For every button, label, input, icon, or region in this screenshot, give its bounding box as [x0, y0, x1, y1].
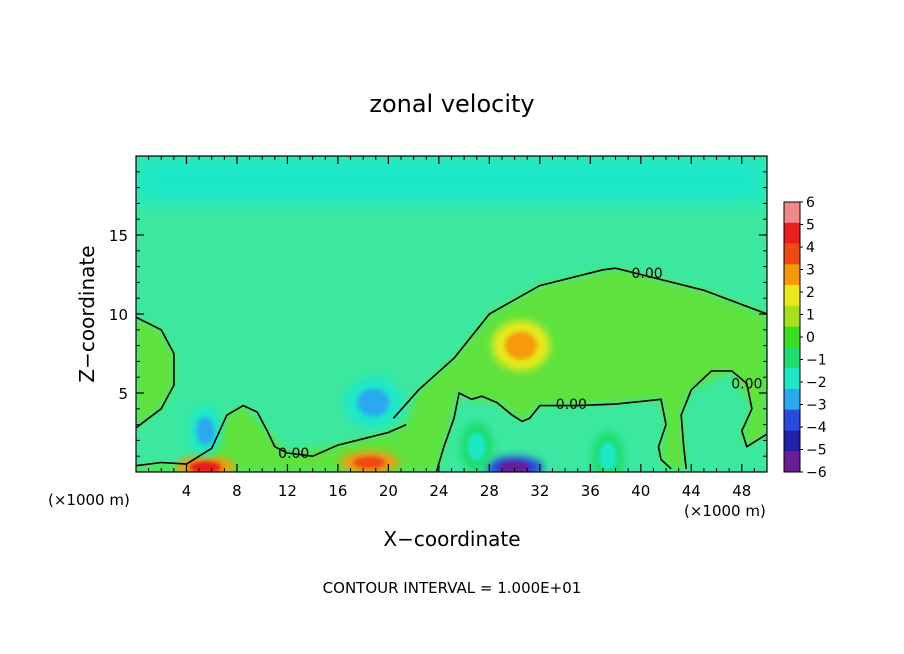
colorbar-swatch [784, 409, 800, 431]
contour-label: 0.00 [632, 266, 663, 282]
zero-contour-line [392, 267, 767, 419]
chart-title: zonal velocity [369, 90, 534, 118]
colorbar-swatch [784, 285, 800, 307]
contour-label: 0.00 [731, 377, 762, 393]
colorbar-tick-label: 3 [806, 263, 815, 279]
colorbar: 6 5 4 3 2 1 0 −1 −2 −3 −4 −5 −6 [783, 195, 827, 481]
x-tick-label: 40 [631, 482, 650, 500]
colorbar-swatch [784, 326, 800, 348]
colorbar-swatch [784, 368, 800, 390]
colorbar-swatch [784, 430, 800, 452]
colorbar-swatch [784, 243, 800, 265]
positive-velocity-region [136, 268, 767, 472]
x-unit-left: (×1000 m) [48, 491, 130, 509]
colorbar-tick-label: −3 [806, 398, 827, 414]
velocity-maximum-core [189, 461, 222, 472]
colorbar-swatch [784, 451, 800, 473]
velocity-maximum-core [504, 331, 537, 360]
y-tick-label: 5 [118, 385, 128, 403]
colorbar-tick-label: −5 [806, 443, 827, 459]
colorbar-tick-label: 0 [806, 330, 815, 346]
y-tick-label: 15 [109, 227, 128, 245]
x-tick-label: 48 [732, 482, 751, 500]
x-axis-label: X−coordinate [383, 527, 520, 551]
x-tick-label: 8 [232, 482, 242, 500]
x-tick-label: 24 [429, 482, 448, 500]
velocity-minimum-core [598, 442, 618, 471]
zero-contours: 0.00 0.00 0.00 0.00 [136, 266, 767, 472]
x-tick-label: 16 [328, 482, 347, 500]
x-tick-label: 32 [530, 482, 549, 500]
zero-contour-line [136, 316, 175, 429]
colorbar-swatch [784, 264, 800, 286]
velocity-minimum-core [467, 432, 486, 461]
velocity-minimum-core [196, 417, 215, 445]
colorbar-tick-label: 2 [806, 285, 815, 301]
velocity-maximum-core [353, 456, 386, 469]
x-unit-right: (×1000 m) [684, 502, 766, 520]
velocity-minimum-core [498, 461, 531, 472]
zero-contour-line [435, 392, 672, 472]
velocity-field [136, 156, 767, 472]
colorbar-tick-label: 6 [806, 195, 815, 211]
y-tick-label: 10 [109, 306, 128, 324]
zero-contour-line [136, 404, 407, 467]
x-tick-label: 28 [480, 482, 499, 500]
zero-contour-line [680, 370, 767, 469]
colorbar-swatch [784, 305, 800, 328]
colorbar-swatch [784, 222, 800, 245]
colorbar-swatch [784, 202, 800, 224]
upper-cyan-band [136, 156, 767, 204]
x-tick-label: 12 [278, 482, 297, 500]
x-axis-ticks: 4 8 12 16 20 24 28 32 36 40 44 48 [148, 156, 755, 500]
contour-interval-footer: CONTOUR INTERVAL = 1.000E+01 [323, 579, 582, 597]
x-tick-label: 4 [182, 482, 192, 500]
colorbar-swatch [784, 388, 800, 411]
x-tick-label: 20 [379, 482, 398, 500]
colorbar-tick-label: −1 [806, 353, 827, 369]
y-axis-label: Z−coordinate [75, 245, 99, 382]
colorbar-swatch [784, 347, 800, 369]
colorbar-tick-label: 1 [806, 308, 815, 324]
colorbar-tick-label: 4 [806, 240, 815, 256]
colorbar-tick-label: −4 [806, 420, 827, 436]
contour-label: 0.00 [278, 446, 309, 462]
contour-label: 0.00 [556, 397, 587, 413]
colorbar-tick-label: −6 [806, 465, 827, 481]
velocity-minimum-core [357, 388, 390, 417]
x-tick-label: 36 [581, 482, 600, 500]
y-axis-ticks: 5 10 15 [109, 171, 767, 457]
colorbar-tick-label: 5 [806, 218, 815, 234]
colorbar-tick-label: −2 [806, 375, 827, 391]
x-tick-label: 44 [682, 482, 701, 500]
